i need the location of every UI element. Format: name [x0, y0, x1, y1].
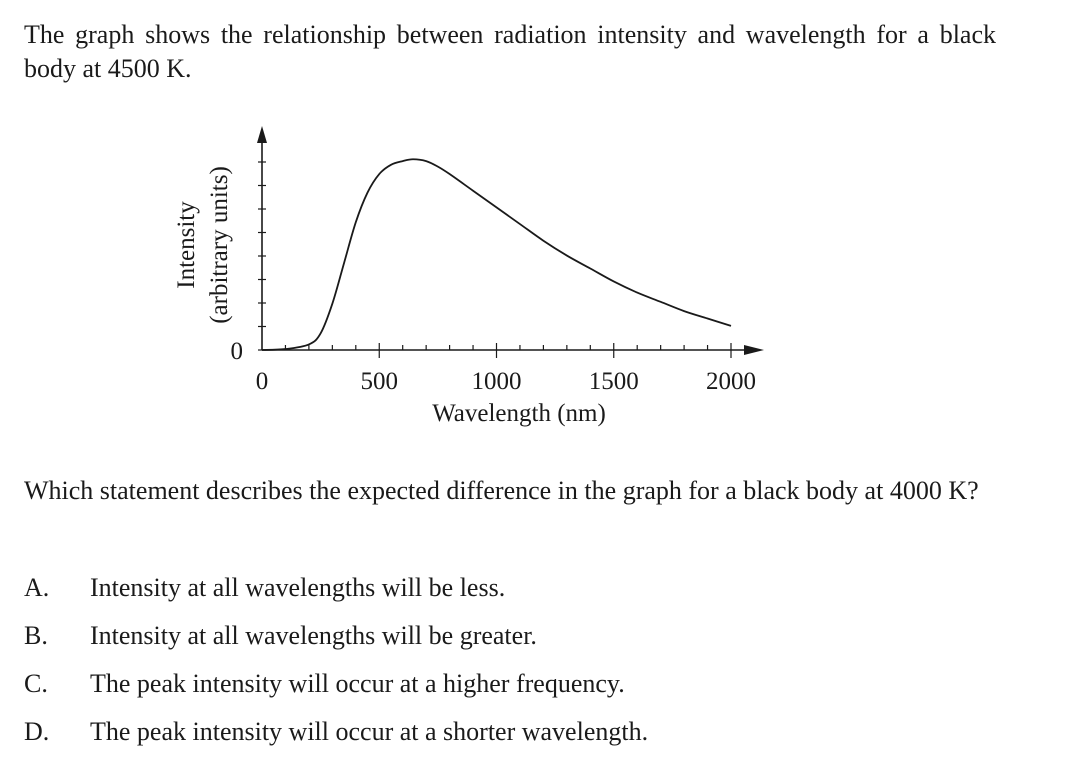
- chart-labels: 0 500 1000 1500 2000 0 Wavelength (nm) Intensit…: [173, 166, 756, 427]
- option-a[interactable]: A. Intensity at all wavelengths will be l…: [24, 572, 505, 604]
- question-paragraph: Which statement describes the expected d…: [24, 476, 979, 505]
- option-a-letter: A.: [24, 573, 50, 602]
- chart-ticks: [258, 161, 732, 358]
- option-c-text: The peak intensity will occur at a highe…: [90, 669, 625, 698]
- option-c[interactable]: C. The peak intensity will occur at a hig…: [24, 668, 625, 700]
- x-tick-label: 0: [256, 368, 269, 395]
- chart-axes: [257, 126, 764, 355]
- option-a-text: Intensity at all wavelengths will be les…: [90, 573, 506, 602]
- intro-paragraph: The graph shows the relationship between…: [24, 20, 996, 83]
- option-d-letter: D.: [24, 717, 50, 746]
- x-tick-label: 2000: [706, 368, 756, 395]
- x-axis-label: Wavelength (nm): [432, 400, 606, 427]
- y-tick-label: 0: [231, 338, 244, 365]
- x-axis-arrowhead: [744, 345, 764, 355]
- option-b-letter: B.: [24, 621, 48, 650]
- x-tick-label: 500: [361, 368, 399, 395]
- chart-series-layer: [261, 158, 732, 351]
- intensity-wavelength-chart: 0 500 1000 1500 2000 0 Wavelength (nm) Intensit…: [173, 126, 764, 427]
- x-tick-label: 1500: [589, 368, 639, 395]
- option-b[interactable]: B. Intensity at all wavelengths will be g…: [24, 620, 537, 652]
- option-d[interactable]: D. The peak intensity will occur at a sho…: [24, 716, 648, 748]
- option-c-letter: C.: [24, 669, 48, 698]
- intensity-curve-series-0: [261, 158, 732, 351]
- y-axis-label-line2: (arbitrary units): [206, 166, 233, 324]
- y-axis-label-line1: Intensity: [173, 201, 200, 289]
- option-d-text: The peak intensity will occur at a short…: [90, 717, 649, 746]
- x-tick-label: 1000: [472, 368, 522, 395]
- option-b-text: Intensity at all wavelengths will be gre…: [90, 621, 537, 650]
- y-axis-arrowhead: [257, 126, 267, 143]
